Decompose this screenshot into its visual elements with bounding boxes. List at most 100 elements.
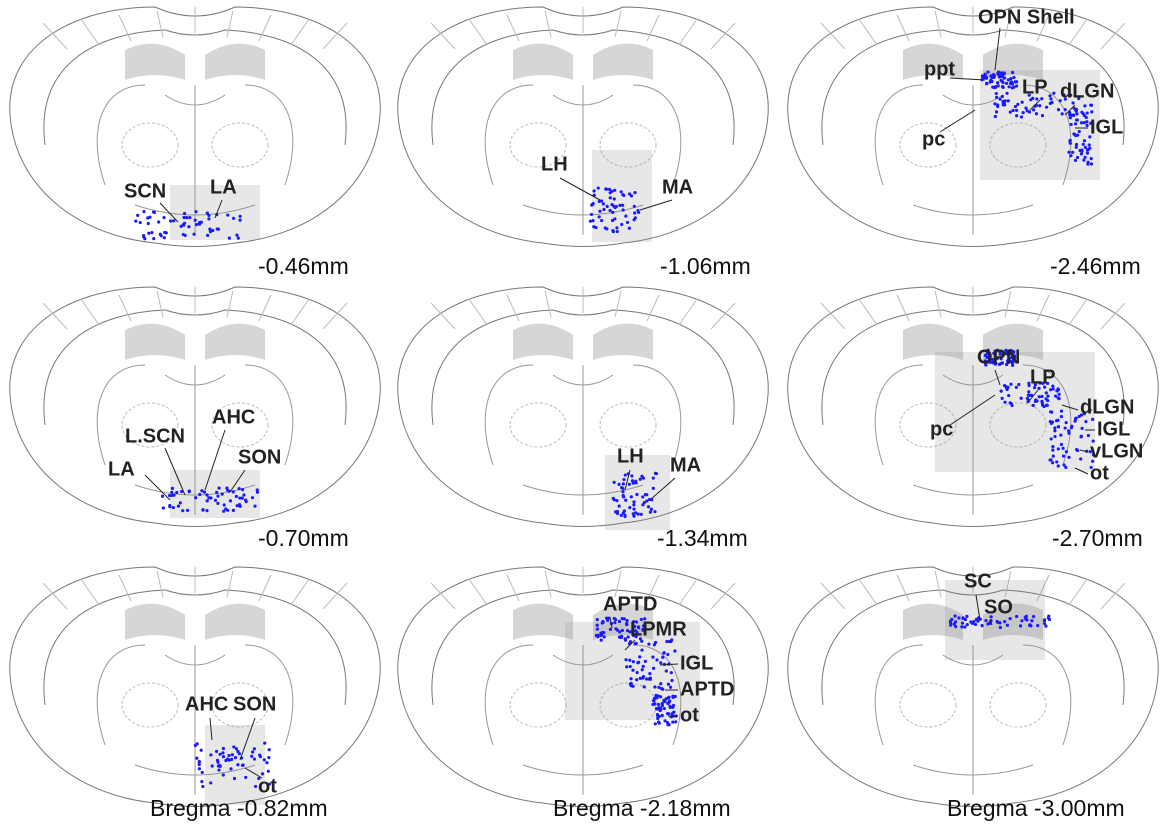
labeled-cell <box>600 639 603 642</box>
labeled-cell <box>609 196 612 199</box>
cortex-division <box>545 571 551 597</box>
labeled-cell <box>640 513 643 516</box>
labeled-cell <box>152 210 155 213</box>
labeled-cell <box>1069 142 1072 145</box>
labeled-cell <box>136 214 139 217</box>
labeled-cell <box>242 493 245 496</box>
labeled-cell <box>628 227 631 230</box>
labeled-cell <box>177 505 180 508</box>
labeled-cell <box>653 510 656 513</box>
labeled-cell <box>989 74 992 77</box>
labeled-cell <box>168 505 171 508</box>
labeled-cell <box>636 671 639 674</box>
labeled-cell <box>268 748 271 751</box>
labeled-cell <box>1080 435 1083 438</box>
labeled-cell <box>612 230 615 233</box>
labeled-cell <box>1015 386 1018 389</box>
labeled-cell <box>661 688 664 691</box>
cortex-division <box>859 19 877 45</box>
labeled-cell <box>198 761 201 764</box>
labeled-cell <box>1076 133 1079 136</box>
gray-region <box>125 44 265 80</box>
labeled-cell <box>1002 103 1005 106</box>
labeled-cell <box>207 217 210 220</box>
section-caption: -2.70mm <box>1052 525 1143 551</box>
labeled-cell <box>267 770 270 773</box>
labeled-cell <box>655 472 658 475</box>
labeled-cell <box>628 483 631 486</box>
labeled-cell <box>1064 108 1067 111</box>
labeled-cell <box>620 486 623 489</box>
labeled-cell <box>162 506 165 509</box>
labeled-cell <box>621 629 624 632</box>
labeled-cell <box>1057 464 1060 467</box>
labeled-cell <box>1060 443 1063 446</box>
labeled-cell <box>602 621 605 624</box>
labeled-cell <box>200 749 203 752</box>
region-label: LH <box>617 445 644 467</box>
labeled-cell <box>163 236 166 239</box>
labeled-cell <box>986 622 989 625</box>
labeled-cell <box>134 219 137 222</box>
labeled-cell <box>1051 461 1054 464</box>
labeled-cell <box>1002 81 1005 84</box>
labeled-cell <box>637 661 640 664</box>
labeled-cell <box>1043 405 1046 408</box>
labeled-cell <box>1076 156 1079 159</box>
labeled-cell <box>169 219 172 222</box>
region-label: ppt <box>924 58 955 80</box>
section-caption: -2.46mm <box>1050 253 1141 279</box>
labeled-cell <box>621 490 624 493</box>
cortex-division <box>935 11 941 37</box>
labeled-cell <box>659 709 662 712</box>
labeled-cell <box>629 665 632 668</box>
labeled-cell <box>954 625 957 628</box>
labeled-cell <box>168 494 171 497</box>
labeled-cell <box>195 223 198 226</box>
labeled-cell <box>1080 121 1083 124</box>
labeled-cell <box>606 205 609 208</box>
gray-region <box>513 44 653 80</box>
labeled-cell <box>626 221 629 224</box>
labeled-cell <box>188 216 191 219</box>
cortex-division <box>157 291 163 317</box>
highlight-box <box>935 352 1095 472</box>
labeled-cell <box>1084 420 1087 423</box>
cortex-division <box>897 15 909 41</box>
labeled-cell <box>971 622 974 625</box>
labeled-cell <box>652 487 655 490</box>
labeled-cell <box>616 512 619 515</box>
labeled-cell <box>1058 397 1061 400</box>
labeled-cell <box>632 660 635 663</box>
labeled-cell <box>613 217 616 220</box>
labeled-cell <box>632 507 635 510</box>
labeled-cell <box>216 227 219 230</box>
labeled-cell <box>596 618 599 621</box>
cortex-division <box>81 19 99 45</box>
labeled-cell <box>184 234 187 237</box>
labeled-cell <box>1036 624 1039 627</box>
labeled-cell <box>1028 110 1031 113</box>
cortex-division <box>291 19 309 45</box>
labeled-cell <box>170 491 173 494</box>
labeled-cell <box>996 620 999 623</box>
labeled-cell <box>989 79 992 82</box>
labeled-cell <box>157 220 160 223</box>
labeled-cell <box>633 205 636 208</box>
labeled-cell <box>1067 151 1070 154</box>
labeled-cell <box>1044 625 1047 628</box>
labeled-cell <box>653 697 656 700</box>
labeled-cell <box>263 742 266 745</box>
labeled-cell <box>147 232 150 235</box>
labeled-cell <box>624 215 627 218</box>
labeled-cell <box>607 616 610 619</box>
labeled-cell <box>251 750 254 753</box>
labeled-cell <box>620 223 623 226</box>
labeled-cell <box>949 622 952 625</box>
labeled-cell <box>654 722 657 725</box>
labeled-cell <box>624 658 627 661</box>
region-label: APTD <box>603 593 657 615</box>
labeled-cell <box>1003 76 1006 79</box>
inner-structure <box>900 683 956 727</box>
labeled-cell <box>670 671 673 674</box>
